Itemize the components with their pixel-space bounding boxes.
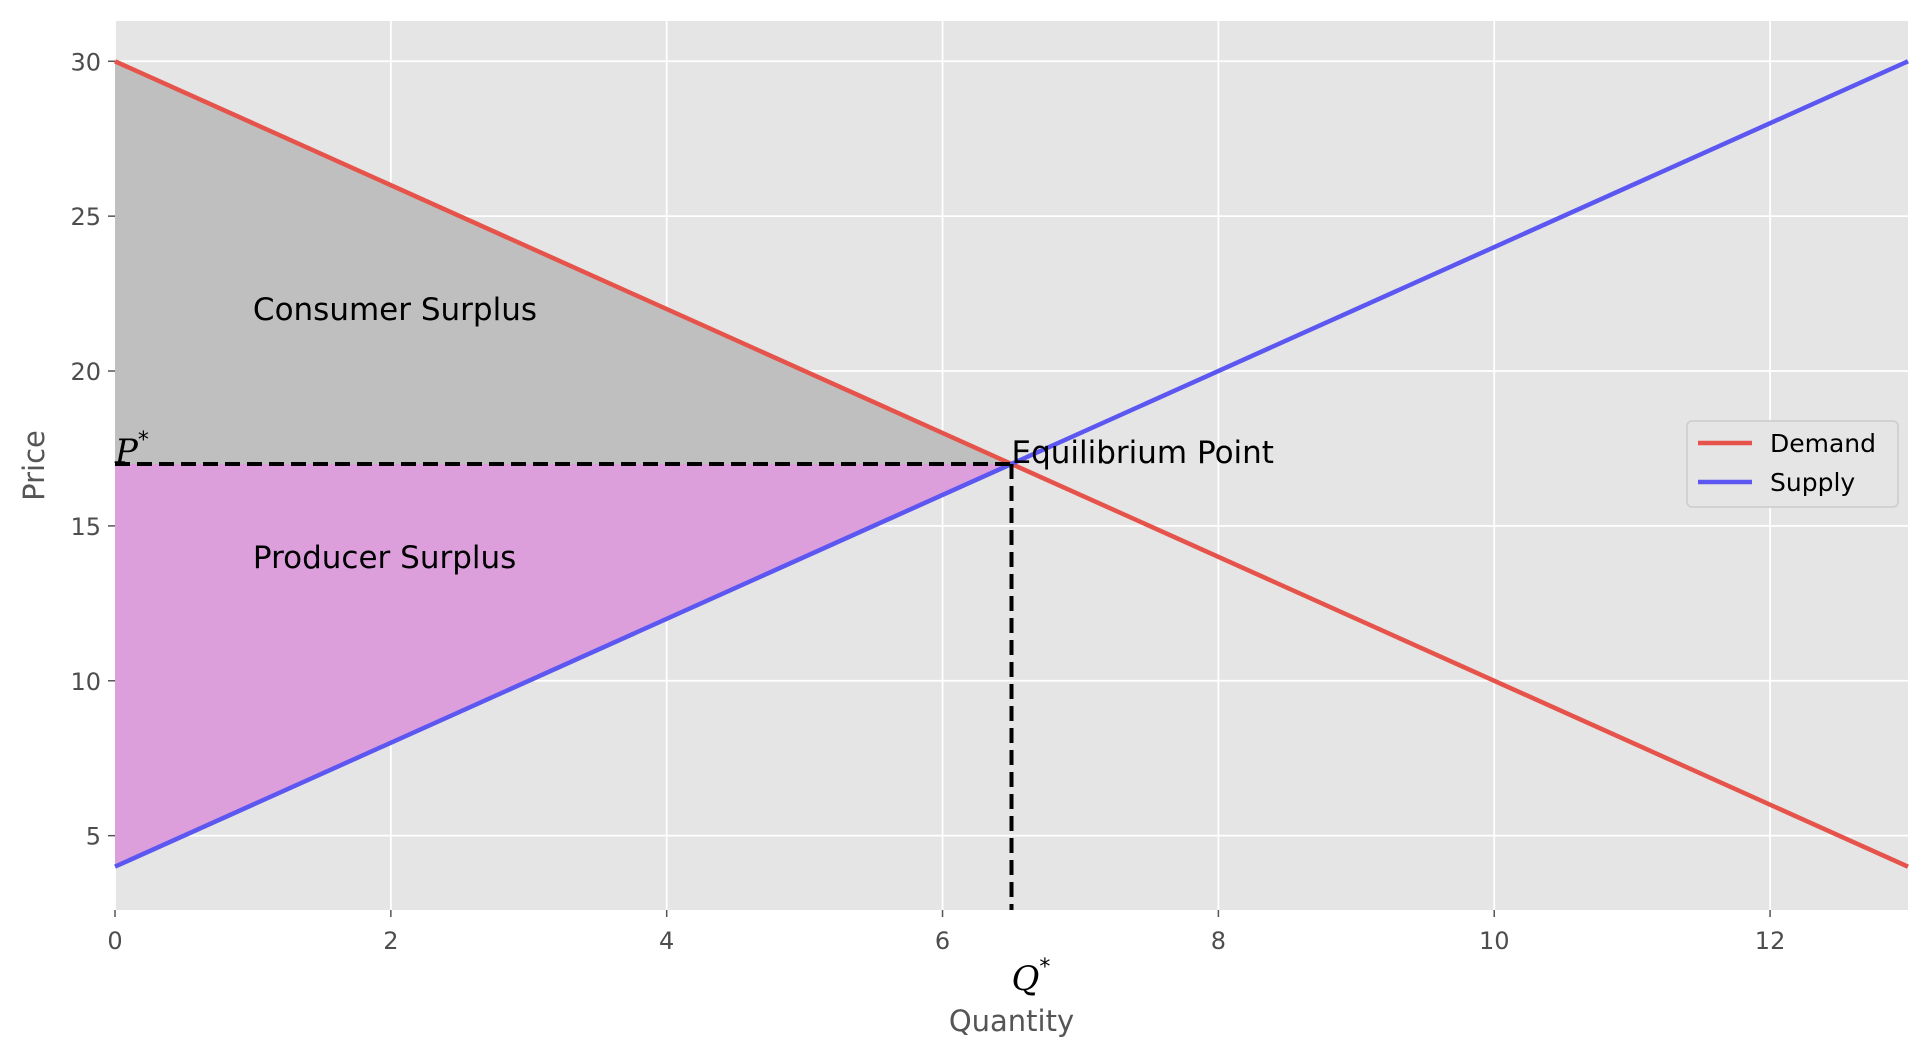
- x-tick-label: 4: [659, 927, 674, 955]
- x-tick-label: 6: [935, 927, 950, 955]
- q-star-base: Q: [1012, 959, 1040, 999]
- y-axis-label: Price: [17, 430, 51, 501]
- legend-demand-label: Demand: [1770, 429, 1876, 458]
- p-star-base: P: [114, 432, 139, 472]
- y-tick-label: 25: [70, 203, 101, 231]
- x-axis-ticks: 0 2 4 6 8 10 12: [107, 910, 1785, 955]
- legend: Demand Supply: [1686, 420, 1899, 508]
- x-tick-label: 10: [1479, 927, 1510, 955]
- y-tick-label: 30: [70, 48, 101, 76]
- equilibrium-point-label: Equilibrium Point: [1012, 435, 1274, 471]
- consumer-surplus-label: Consumer Surplus: [253, 292, 537, 328]
- y-tick-label: 20: [70, 358, 101, 386]
- x-tick-label: 0: [107, 927, 122, 955]
- q-star-superscript: *: [1039, 955, 1050, 980]
- y-axis-ticks: 5 10 15 20 25 30: [70, 48, 115, 851]
- y-tick-label: 10: [70, 668, 101, 696]
- x-axis-label: Quantity: [949, 1004, 1074, 1038]
- p-star-label: P*: [114, 428, 149, 472]
- y-tick-label: 5: [86, 823, 101, 851]
- legend-supply-label: Supply: [1770, 468, 1855, 497]
- x-tick-label: 8: [1211, 927, 1226, 955]
- x-tick-label: 12: [1755, 927, 1786, 955]
- producer-surplus-label: Producer Surplus: [253, 540, 516, 576]
- p-star-superscript: *: [138, 428, 149, 453]
- y-tick-label: 15: [70, 513, 101, 541]
- x-tick-label: 2: [383, 927, 398, 955]
- q-star-label: Q*: [1012, 955, 1051, 999]
